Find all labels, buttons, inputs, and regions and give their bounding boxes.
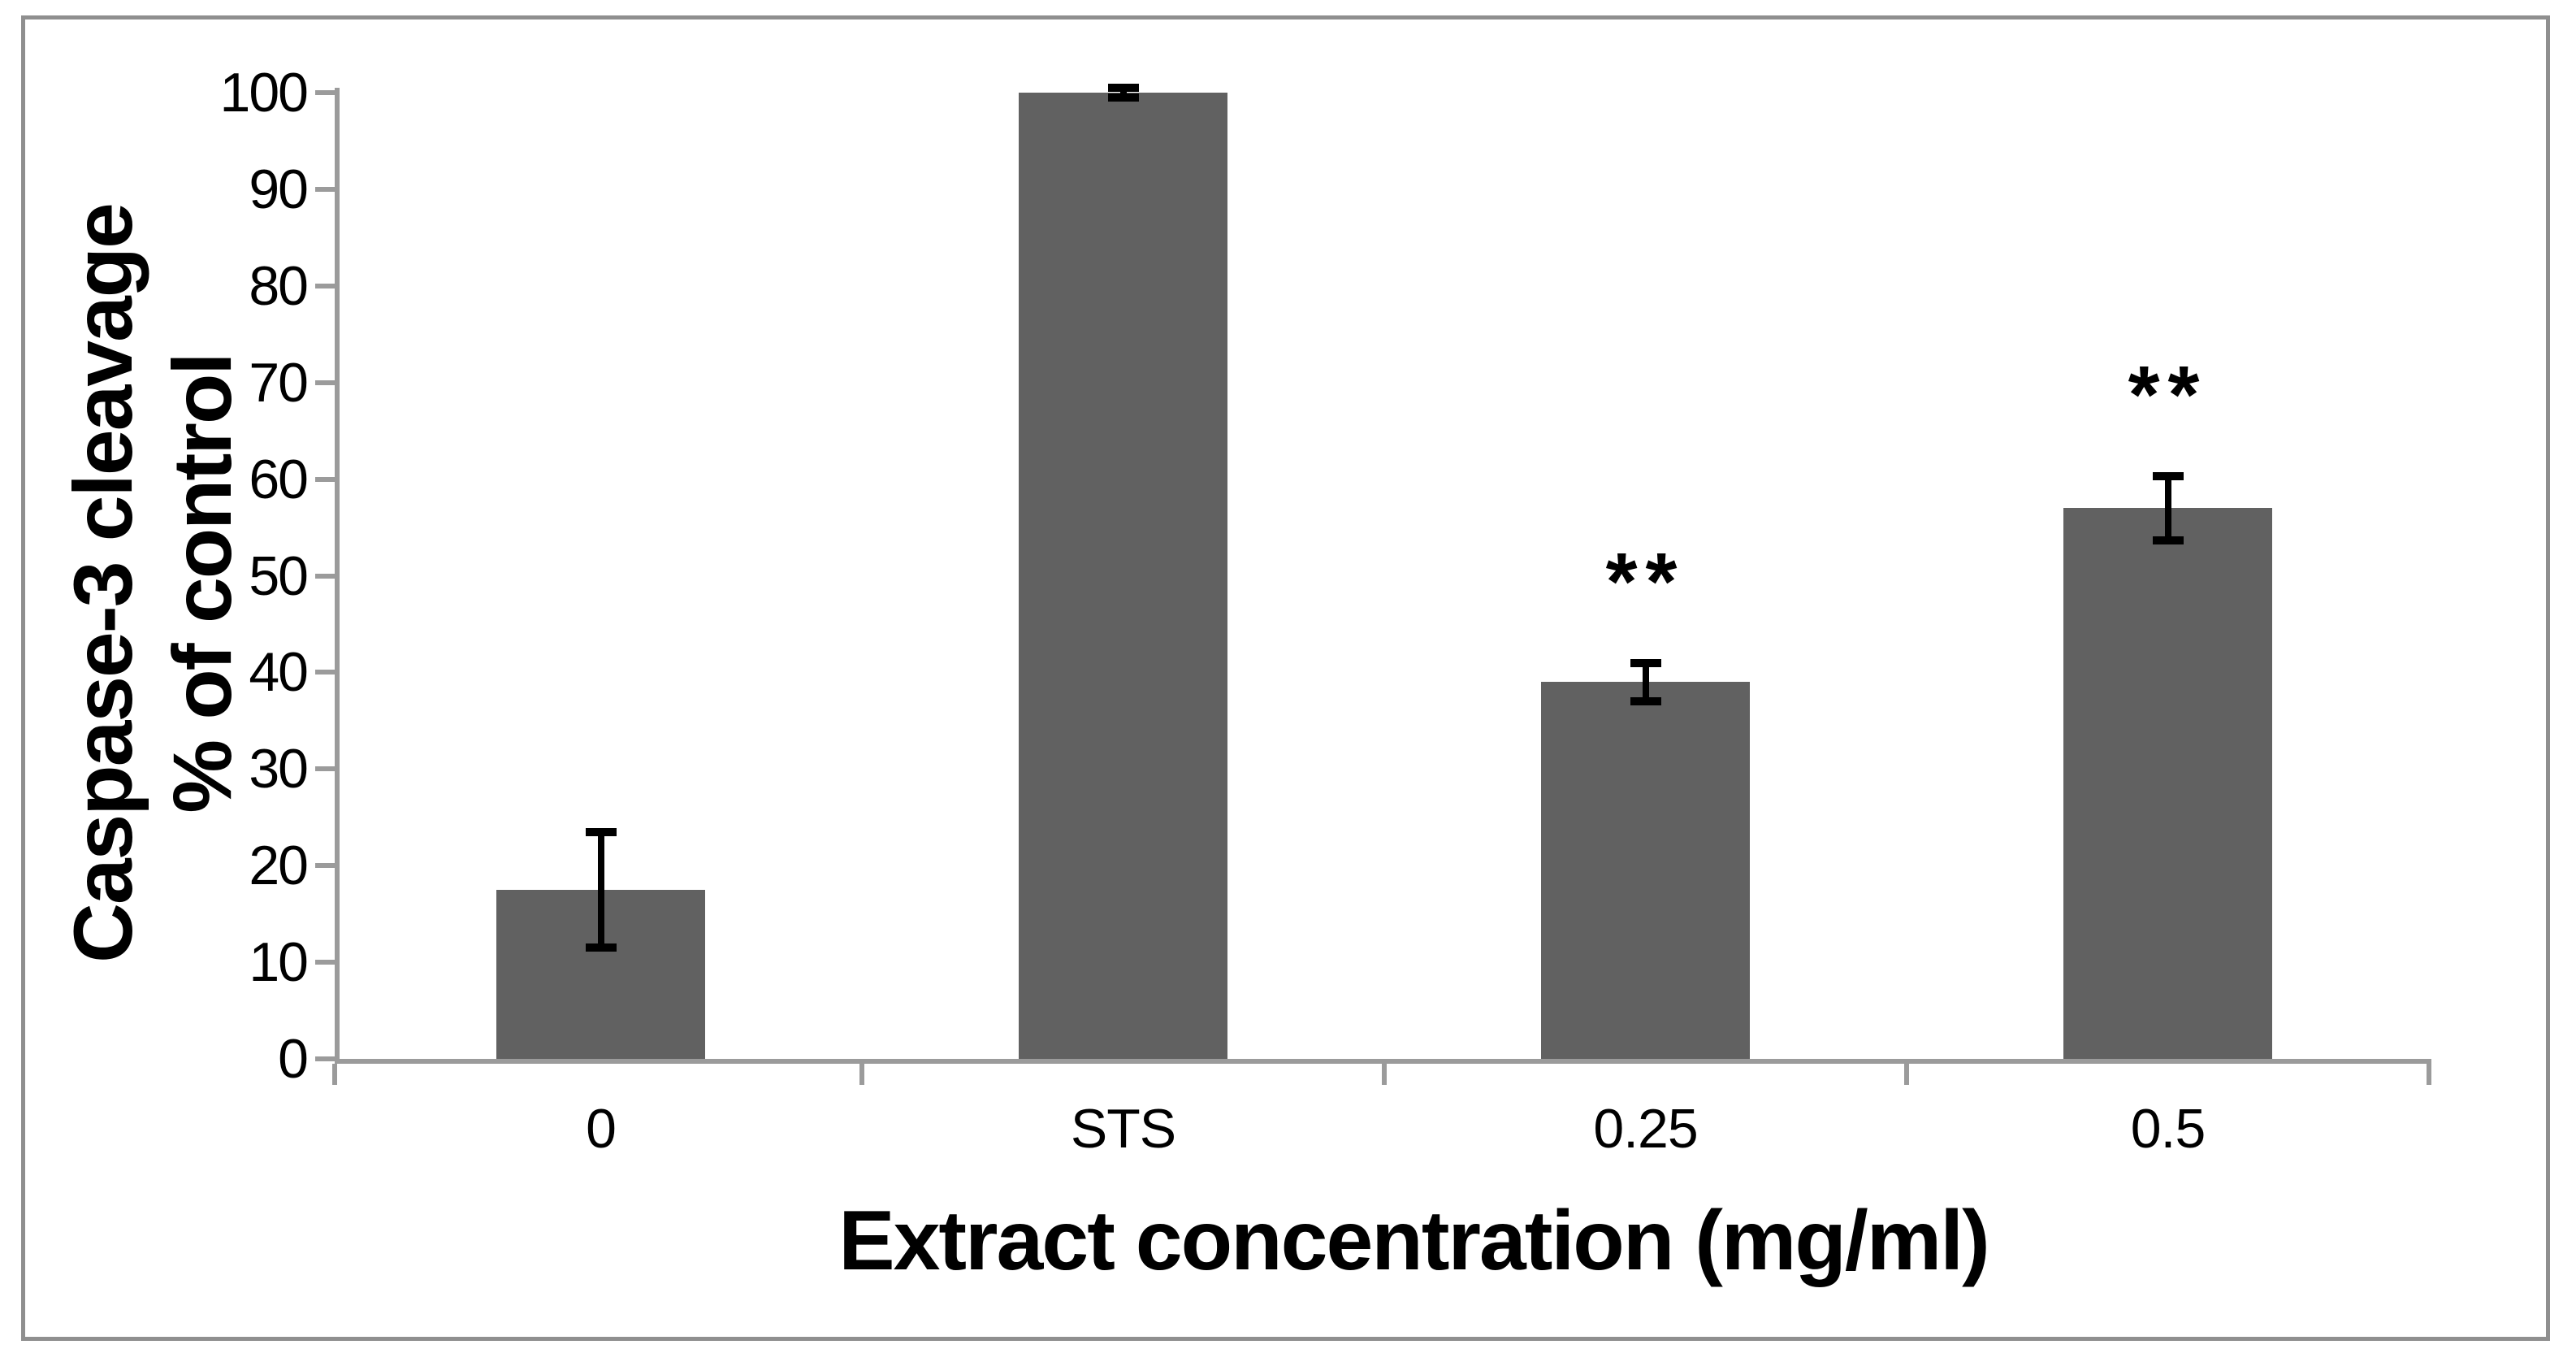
y-tick-label: 90 <box>249 158 309 220</box>
error-bar-cap-top <box>585 827 617 836</box>
bar-STS <box>1019 93 1227 1059</box>
y-tick-mark <box>315 766 335 772</box>
y-tick-mark <box>315 670 335 675</box>
error-bar-cap-top <box>1107 84 1139 93</box>
y-tick-label: 60 <box>249 448 309 510</box>
error-bar-cap-bottom <box>585 943 617 952</box>
error-bar-cap-top <box>2152 472 2184 481</box>
x-tick-mark <box>1382 1064 1387 1085</box>
x-category-label: 0.25 <box>1593 1098 1698 1160</box>
significance-marker: ** <box>2128 349 2208 441</box>
significance-marker: ** <box>1605 536 1686 627</box>
x-tick-mark <box>1904 1064 1909 1085</box>
x-axis-title: Extract concentration (mg/ml) <box>838 1194 1990 1288</box>
y-tick-label: 100 <box>219 62 309 124</box>
y-tick-label: 80 <box>249 254 309 317</box>
error-bar-cap-bottom <box>1107 93 1139 102</box>
error-bar-line <box>1119 88 1127 98</box>
y-tick-label: 50 <box>249 544 309 607</box>
bar-0.5 <box>2063 508 2272 1059</box>
x-tick-mark <box>859 1064 864 1085</box>
y-tick-label: 0 <box>278 1028 309 1090</box>
error-bar-line <box>597 831 604 948</box>
error-bar-cap-top <box>1630 658 1661 667</box>
y-tick-mark <box>315 476 335 482</box>
bar-0.25 <box>1541 682 1750 1059</box>
x-category-label: 0.5 <box>2130 1098 2206 1160</box>
x-tick-mark <box>332 1064 337 1085</box>
y-tick-mark <box>315 186 335 192</box>
y-tick-label: 70 <box>249 351 309 414</box>
y-tick-label: 10 <box>249 931 309 994</box>
error-bar-cap-bottom <box>2152 536 2184 544</box>
y-tick-mark <box>315 283 335 288</box>
y-axis-line <box>335 88 340 1061</box>
x-tick-mark <box>2427 1064 2431 1085</box>
x-category-label: 0 <box>586 1098 617 1160</box>
error-bar-line <box>2164 476 2171 540</box>
y-tick-mark <box>315 90 335 95</box>
y-tick-mark <box>315 1056 335 1061</box>
y-tick-mark <box>315 573 335 579</box>
y-tick-mark <box>315 380 335 385</box>
y-tick-mark <box>315 863 335 869</box>
error-bar-cap-bottom <box>1630 697 1661 706</box>
y-tick-label: 40 <box>249 641 309 704</box>
y-tick-label: 20 <box>249 835 309 897</box>
y-tick-mark <box>315 960 335 965</box>
error-bar-line <box>1642 662 1649 702</box>
y-tick-label: 30 <box>249 738 309 800</box>
x-category-label: STS <box>1070 1098 1176 1160</box>
x-axis-line <box>335 1059 2431 1064</box>
